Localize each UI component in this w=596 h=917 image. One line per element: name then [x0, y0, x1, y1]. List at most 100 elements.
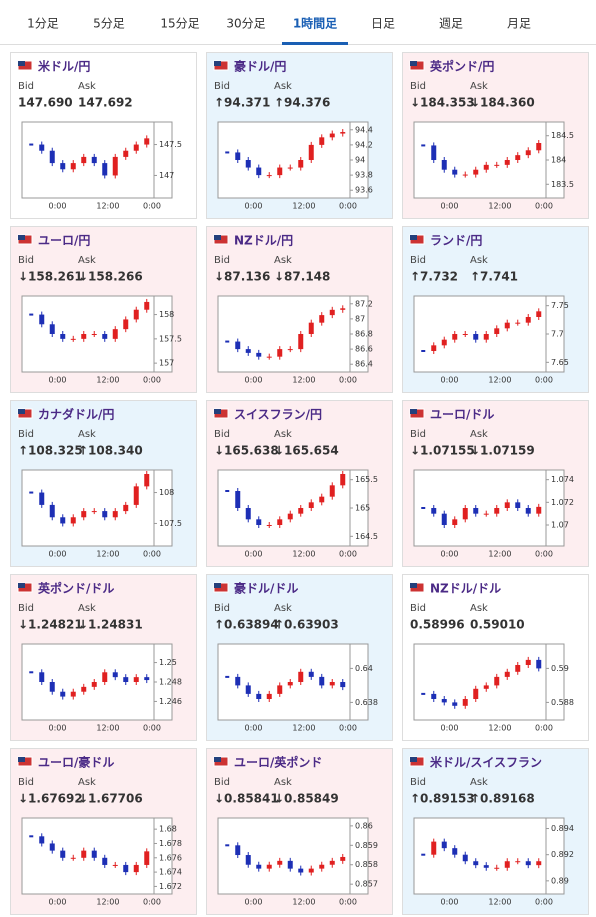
candle: [123, 504, 129, 512]
tab[interactable]: 30分足: [226, 17, 265, 31]
candle: [494, 164, 500, 166]
y-tick-label: 1.25: [159, 658, 177, 667]
candle: [235, 676, 241, 686]
candle: [225, 340, 230, 343]
ask-label: Ask: [470, 81, 488, 92]
ask-label: Ask: [274, 429, 292, 440]
x-tick-label: 0:00: [441, 376, 459, 385]
candle: [70, 691, 76, 697]
candle: [504, 160, 510, 165]
bid-label: Bid: [214, 255, 230, 266]
candle: [525, 861, 531, 866]
candle: [452, 169, 458, 175]
y-tick-label: 183.5: [551, 180, 574, 189]
y-tick-label: 165.5: [355, 475, 378, 484]
candle: [39, 314, 45, 325]
candle: [256, 352, 262, 357]
tab[interactable]: 5分足: [93, 17, 125, 31]
candle: [70, 163, 76, 170]
y-tick-label: 0.894: [551, 824, 574, 833]
chart-box: [413, 469, 565, 547]
pair-name: ユーロ/豪ドル: [38, 755, 114, 770]
candle: [319, 676, 325, 686]
candle: [329, 860, 335, 865]
ask-label: Ask: [470, 777, 488, 788]
y-tick-label: 0.858: [355, 860, 378, 869]
x-tick-label: 0:00: [49, 202, 67, 211]
candle: [515, 861, 521, 863]
candle: [473, 688, 479, 699]
x-tick-label: 12:00: [292, 898, 315, 907]
candle: [473, 169, 479, 175]
x-tick-label: 0:00: [245, 898, 263, 907]
candle: [266, 693, 272, 699]
y-tick-label: 87.2: [355, 299, 373, 308]
candle: [60, 850, 66, 858]
ask-label: Ask: [78, 429, 96, 440]
candle: [245, 349, 251, 353]
candle: [70, 517, 76, 524]
bid-label: Bid: [410, 81, 426, 92]
candle: [225, 844, 230, 847]
bid-price: ↓165.638: [214, 444, 279, 458]
candle: [473, 861, 479, 866]
ask-label: Ask: [274, 81, 292, 92]
candle: [536, 506, 542, 514]
candle: [112, 511, 118, 518]
candle: [462, 334, 468, 335]
candle: [225, 151, 230, 154]
y-tick-label: 184: [551, 156, 566, 165]
candle: [308, 322, 314, 334]
x-tick-label: 0:00: [535, 202, 553, 211]
candle: [91, 850, 97, 858]
candle: [462, 508, 468, 520]
candle: [266, 864, 272, 869]
candle: [298, 508, 304, 514]
candle: [29, 313, 34, 316]
candle: [91, 682, 97, 687]
ask-price: ↓158.266: [78, 270, 143, 284]
x-tick-label: 12:00: [488, 202, 511, 211]
candle: [144, 474, 150, 487]
candle: [123, 150, 129, 157]
candle: [536, 659, 542, 669]
tab[interactable]: 月足: [507, 17, 531, 31]
candle: [39, 836, 45, 844]
flag-icon-part: [410, 235, 417, 240]
y-tick-label: 7.75: [551, 301, 569, 310]
candle: [504, 502, 510, 508]
x-tick-label: 12:00: [292, 376, 315, 385]
x-tick-label: 0:00: [339, 376, 357, 385]
tab[interactable]: 1時間足: [293, 16, 337, 31]
bid-label: Bid: [18, 603, 34, 614]
x-tick-label: 0:00: [143, 376, 161, 385]
candle: [298, 671, 304, 682]
candle: [60, 334, 66, 339]
tab[interactable]: 15分足: [160, 17, 199, 31]
y-tick-label: 0.89: [551, 876, 569, 885]
candle: [91, 156, 97, 164]
ask-label: Ask: [274, 603, 292, 614]
bid-label: Bid: [410, 429, 426, 440]
y-tick-label: 1.678: [159, 839, 182, 848]
tab[interactable]: 週足: [439, 17, 463, 31]
y-tick-label: 0.859: [355, 841, 378, 850]
bid-price: 147.690: [18, 96, 73, 110]
candle: [504, 861, 510, 868]
candle: [112, 864, 118, 866]
x-tick-label: 12:00: [292, 550, 315, 559]
candle: [70, 857, 76, 859]
bid-price: ↓1.07155: [410, 444, 475, 458]
chart-box: [21, 121, 173, 199]
tab[interactable]: 1分足: [27, 17, 59, 31]
candle: [452, 848, 458, 855]
x-tick-label: 0:00: [441, 898, 459, 907]
ask-label: Ask: [78, 777, 96, 788]
ask-price: ↑108.340: [78, 444, 143, 458]
x-tick-label: 0:00: [245, 376, 263, 385]
y-tick-label: 1.674: [159, 868, 182, 877]
tab[interactable]: 日足: [371, 17, 395, 31]
candle: [431, 508, 437, 514]
bid-price: ↓1.24821: [18, 618, 83, 632]
x-tick-label: 0:00: [339, 550, 357, 559]
